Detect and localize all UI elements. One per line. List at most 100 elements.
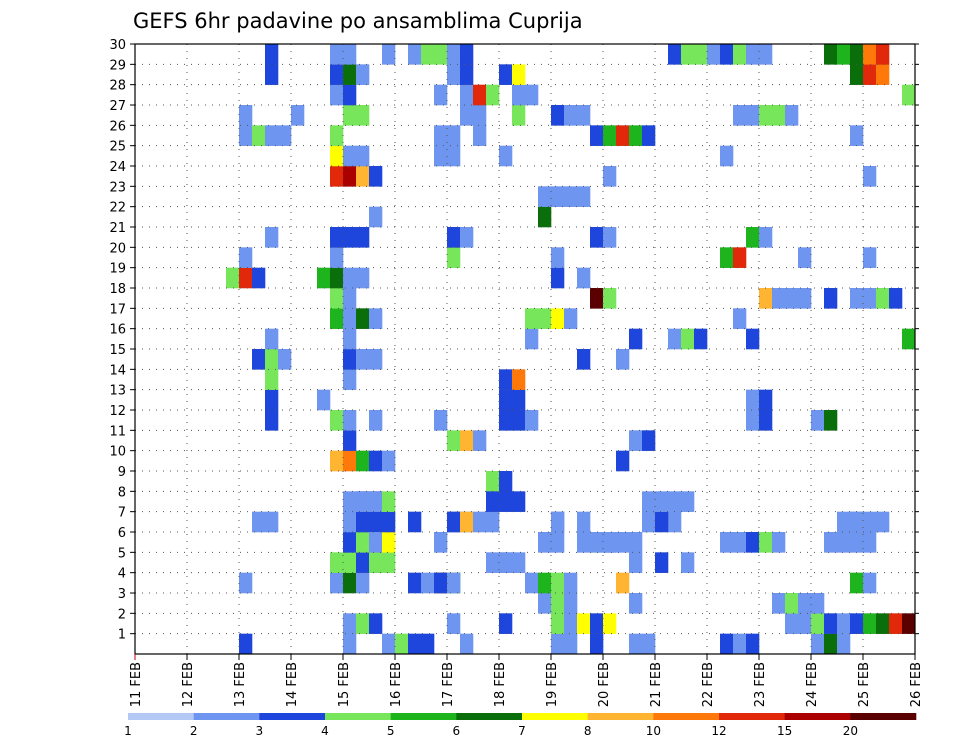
heatmap-cell	[499, 410, 513, 431]
heatmap-cell	[512, 389, 526, 411]
heatmap-cell	[720, 532, 734, 553]
y-tick-label: 5	[118, 546, 126, 561]
heatmap-cell	[239, 267, 253, 289]
legend-swatch	[128, 713, 194, 720]
heatmap-cell	[863, 532, 877, 553]
heatmap-cell	[837, 613, 851, 634]
heatmap-cell	[330, 552, 344, 573]
heatmap-cell	[577, 186, 591, 207]
heatmap-cell	[811, 613, 825, 634]
x-tick-label: 22 FEB	[701, 662, 716, 707]
heatmap-cell	[330, 145, 344, 167]
heatmap-cell	[330, 125, 344, 146]
x-tick-label: 15 FEB	[337, 662, 352, 707]
heatmap-cell	[863, 613, 877, 634]
heatmap-cell	[551, 267, 565, 289]
heatmap-cell	[850, 532, 864, 553]
heatmap-cell	[850, 44, 864, 65]
heatmap-cell	[629, 125, 643, 146]
heatmap-cell	[525, 410, 539, 431]
y-tick-label: 21	[109, 221, 126, 236]
heatmap-cell	[343, 430, 357, 451]
heatmap-cell	[447, 64, 461, 85]
heatmap-cell	[434, 44, 448, 65]
heatmap-cell	[239, 247, 253, 268]
heatmap-cell	[876, 64, 890, 85]
heatmap-cell	[759, 410, 773, 431]
color-legend: 1 2 3 4 5 6 7 8 10 12 15 20	[124, 713, 917, 738]
heatmap-cell	[564, 186, 578, 207]
heatmap-cell	[590, 613, 604, 634]
y-axis: 1234567891011121314151617181920212223242…	[109, 38, 919, 643]
heatmap-cell	[707, 44, 721, 65]
heatmap-cell	[694, 44, 708, 65]
heatmap-cell	[824, 613, 838, 634]
heatmap-cell	[356, 105, 370, 126]
heatmap-cell	[772, 288, 786, 309]
heatmap-cell	[473, 105, 487, 126]
heatmap-cell	[356, 166, 370, 187]
heatmap-cell	[343, 64, 357, 85]
heatmap-cell	[512, 369, 526, 390]
legend-label: 7	[518, 724, 526, 738]
heatmap-cell	[356, 532, 370, 553]
legend-swatch	[784, 713, 851, 720]
legend-swatch	[522, 713, 588, 720]
heatmap-cell	[642, 125, 656, 146]
y-tick-label: 28	[109, 79, 126, 94]
heatmap-cell	[668, 511, 682, 533]
heatmap-cell	[824, 410, 838, 431]
heatmap-cell	[746, 105, 760, 126]
heatmap-cell	[265, 44, 279, 65]
heatmap-cell	[590, 532, 604, 553]
chart-title: GEFS 6hr padavine po ansamblima Cuprija	[133, 9, 583, 33]
heatmap-cell	[668, 491, 682, 512]
heatmap-cell	[629, 430, 643, 451]
heatmap-cell	[551, 511, 565, 533]
heatmap-cell	[525, 84, 539, 106]
heatmap-cell	[343, 450, 357, 472]
legend-swatch	[325, 713, 391, 720]
heatmap-cell	[252, 267, 266, 289]
heatmap-cell	[577, 267, 591, 289]
heatmap-cell	[265, 227, 279, 248]
heatmap-cell	[356, 572, 370, 594]
x-tick-label: 24 FEB	[805, 662, 820, 707]
heatmap-cell	[512, 105, 526, 126]
heatmap-cell	[798, 288, 812, 309]
heatmap-cell	[837, 532, 851, 553]
heatmap-cell	[343, 308, 357, 329]
y-tick-label: 1	[118, 628, 126, 643]
heatmap-cell	[330, 572, 344, 594]
heatmap-cell	[356, 64, 370, 85]
heatmap-cell	[746, 532, 760, 553]
legend-label: 15	[777, 724, 792, 738]
heatmap-cell	[863, 247, 877, 268]
heatmap-cell	[343, 267, 357, 289]
heatmap-cell	[863, 166, 877, 187]
heatmap-cell	[356, 491, 370, 512]
legend-swatch	[653, 713, 720, 720]
heatmap-cell	[447, 145, 461, 167]
heatmap-cell	[616, 349, 630, 370]
heatmap-cell	[603, 166, 617, 187]
heatmap-cell	[538, 572, 552, 594]
heatmap-cell	[499, 389, 513, 411]
y-tick-label: 26	[109, 119, 126, 134]
heatmap-cell	[564, 572, 578, 594]
legend-label: 6	[453, 724, 461, 738]
heatmap-cell	[837, 44, 851, 65]
heatmap-cell	[733, 633, 747, 655]
y-tick-label: 14	[109, 363, 126, 378]
heatmap-cell	[629, 328, 643, 350]
x-tick-label: 23 FEB	[753, 662, 768, 707]
y-tick-label: 2	[118, 607, 126, 622]
heatmap-cell	[343, 227, 357, 248]
heatmap-cell	[785, 593, 799, 614]
heatmap-cell	[551, 532, 565, 553]
heatmap-cell	[824, 44, 838, 65]
heatmap-cell	[434, 125, 448, 146]
y-tick-label: 13	[109, 384, 126, 399]
heatmap-cell	[863, 288, 877, 309]
heatmap-cell	[759, 288, 773, 309]
